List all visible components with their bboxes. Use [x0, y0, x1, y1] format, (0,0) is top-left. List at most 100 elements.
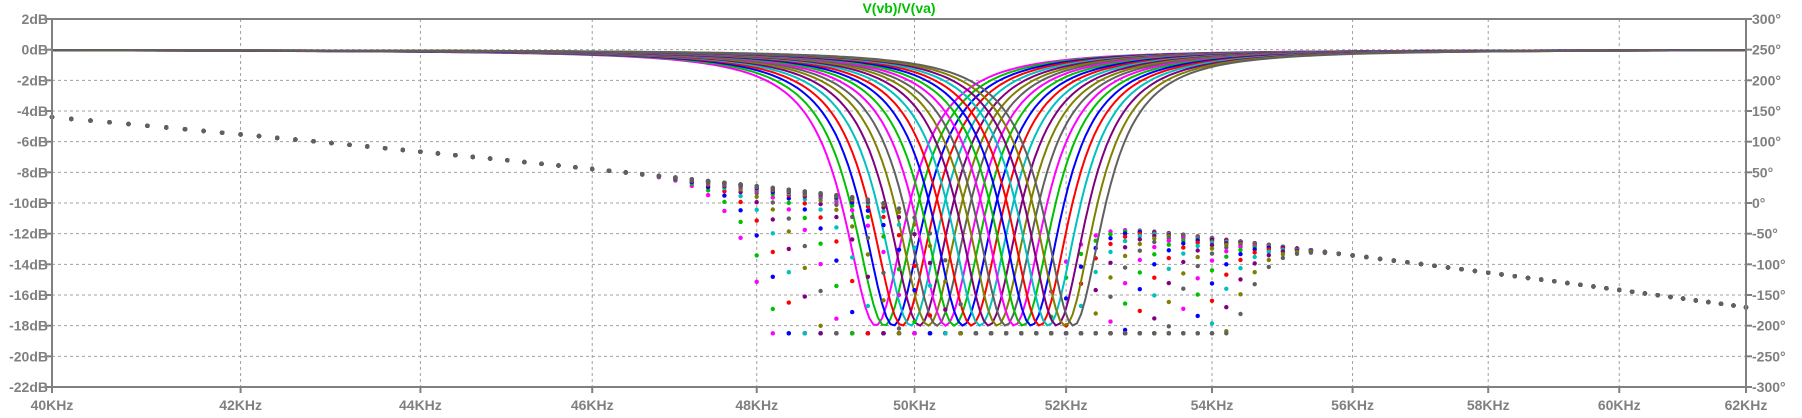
phase-point	[1152, 331, 1157, 336]
phase-point	[786, 246, 791, 252]
phase-point	[818, 207, 823, 212]
phase-point	[1108, 260, 1113, 265]
phase-point	[1137, 233, 1143, 239]
y-left-tick-label: -10dB	[9, 195, 48, 211]
phase-point	[786, 216, 791, 221]
phase-point	[1122, 234, 1128, 239]
phase-point	[1706, 299, 1711, 305]
phase-point	[786, 270, 791, 275]
phase-point	[1137, 257, 1143, 263]
phase-point	[1108, 236, 1113, 241]
phase-point	[590, 166, 595, 172]
phase-point	[896, 267, 902, 272]
phase-point	[1122, 327, 1128, 333]
y-left-tick-label: -20dB	[9, 348, 48, 364]
phase-point	[834, 316, 839, 321]
phase-point	[818, 241, 823, 246]
phase-point	[164, 125, 169, 130]
phase-point	[896, 206, 902, 211]
phase-point	[1617, 287, 1622, 293]
phase-point	[705, 178, 711, 184]
phase-point	[881, 270, 886, 275]
phase-point	[1364, 255, 1369, 260]
phase-point	[539, 161, 544, 166]
phase-point	[656, 173, 662, 179]
phase-point	[1166, 255, 1172, 261]
phase-point	[958, 331, 963, 336]
phase-point	[1525, 275, 1531, 281]
phase-point	[770, 207, 775, 212]
x-tick-label: 54KHz	[1191, 397, 1234, 413]
phase-point	[1093, 269, 1098, 275]
phase-point	[1565, 280, 1570, 286]
phase-point	[1137, 237, 1143, 242]
y-right-tick-label: -150°	[1752, 287, 1786, 303]
ticks: 40KHz 42KHz 44KHz 46KHz 48KHz 50KHz 52KHz 54KHz…	[9, 11, 1786, 413]
phase-point	[400, 147, 405, 153]
phase-point	[1238, 292, 1243, 297]
phase-point	[1108, 331, 1113, 336]
phase-point	[1166, 248, 1172, 253]
phase-point	[1137, 270, 1143, 275]
phase-point	[865, 331, 871, 336]
phase-point	[1238, 277, 1243, 282]
phase-point	[802, 331, 807, 336]
phase-point	[1122, 253, 1128, 259]
phase-point	[754, 253, 759, 258]
phase-point	[1680, 296, 1686, 301]
phase-point	[487, 156, 493, 161]
phase-point	[1093, 287, 1098, 293]
phase-point	[126, 121, 131, 127]
phase-point	[958, 302, 963, 307]
phase-point	[522, 159, 527, 165]
phase-point	[786, 300, 791, 305]
phase-point	[1166, 331, 1172, 336]
phase-point	[311, 139, 316, 144]
phase-point	[256, 133, 262, 139]
y-left-tick-label: -8dB	[17, 164, 48, 180]
phase-point	[365, 144, 370, 149]
y-left-tick-label: 0dB	[22, 42, 48, 58]
phase-point	[1252, 250, 1257, 255]
phase-point	[786, 200, 791, 206]
x-tick-label: 50KHz	[893, 397, 936, 413]
phase-point	[1049, 331, 1054, 336]
phase-point	[818, 191, 823, 196]
y-left-tick-label: -6dB	[17, 134, 48, 150]
phase-point	[770, 331, 775, 336]
phase-point	[1181, 251, 1186, 256]
phase-point	[1280, 255, 1286, 261]
phase-point	[1004, 331, 1009, 336]
phase-point	[1445, 265, 1451, 270]
phase-point	[912, 215, 917, 220]
phase-point	[1181, 286, 1186, 291]
phase-point	[770, 306, 775, 312]
phase-point	[770, 249, 775, 255]
phase-point	[1093, 233, 1098, 238]
x-tick-label: 62KHz	[1725, 397, 1768, 413]
phase-point	[1224, 245, 1229, 250]
phase-point	[881, 234, 886, 239]
phase-point	[1238, 266, 1243, 271]
phase-point	[1224, 249, 1229, 254]
phase-point	[1405, 260, 1410, 265]
phase-point	[88, 118, 93, 123]
phase-point	[573, 165, 578, 170]
phase-point	[1137, 241, 1143, 247]
phase-point	[1252, 261, 1257, 266]
phase-point	[1432, 263, 1437, 268]
phase-point	[943, 307, 948, 312]
phase-point	[201, 128, 206, 134]
phase-point	[1078, 331, 1084, 336]
y-left-tick-label: -2dB	[17, 72, 48, 88]
phase-point	[1294, 251, 1300, 256]
phase-point	[818, 261, 823, 267]
y-left-tick-label: -14dB	[9, 256, 48, 272]
phase-point	[818, 323, 823, 328]
phase-point	[927, 283, 933, 288]
phase-point	[850, 278, 855, 284]
phase-point	[1122, 265, 1128, 270]
y-right-tick-label: 250°	[1752, 42, 1781, 58]
phase-point	[1209, 258, 1215, 263]
phase-point	[1195, 243, 1200, 249]
